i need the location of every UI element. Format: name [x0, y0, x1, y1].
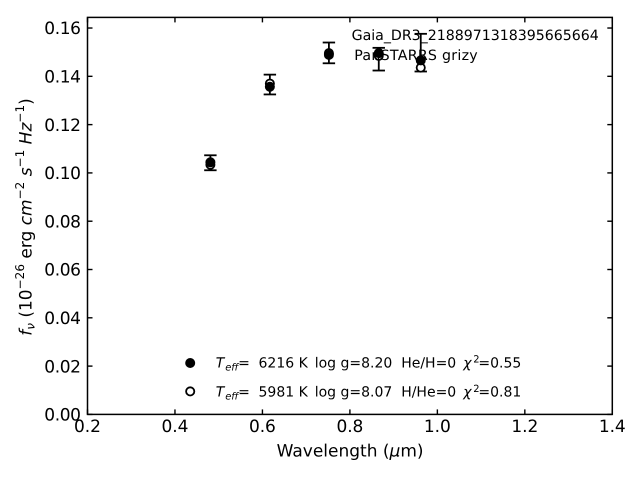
y-tick-label: 0.16	[44, 19, 81, 39]
annotation-source-id: Gaia_DR3_2188971318395665664	[352, 28, 599, 44]
data-point-filled	[205, 157, 216, 168]
data-point-filled	[373, 48, 384, 59]
y-tick-label: 0.12	[44, 116, 81, 136]
annotation-texts: Gaia_DR3_2188971318395665664 PanSTARRS g…	[352, 28, 599, 64]
data-point-filled	[264, 81, 275, 92]
y-tick-label: 0.10	[44, 164, 81, 184]
y-tick-label: 0.04	[44, 309, 81, 329]
x-axis-label: Wavelength (μm)	[277, 442, 424, 462]
x-tick-label: 1.2	[511, 417, 538, 437]
y-tick-label: 0.02	[44, 357, 81, 377]
marker-series-model-h	[205, 48, 426, 170]
data-point-filled	[323, 49, 334, 60]
x-tick-label: 1.0	[424, 417, 451, 437]
x-tick-label: 0.2	[74, 417, 101, 437]
annotation-survey: PanSTARRS grizy	[354, 48, 478, 64]
data-point-filled	[415, 55, 426, 66]
legend-marker-open	[185, 386, 196, 397]
axis-labels: Wavelength (μm) fν (10−26 erg cm−2 s−1 Hz…	[13, 98, 423, 461]
legend-marker-filled	[185, 358, 196, 368]
x-tick-label: 0.4	[162, 417, 189, 437]
marker-series-model-he	[205, 48, 426, 168]
x-tick-label: 0.8	[336, 417, 363, 437]
y-tick-label: 0.00	[44, 406, 81, 426]
x-tick-label: 1.4	[599, 417, 626, 437]
y-axis-label: fν (10−26 erg cm−2 s−1 Hz−1)	[13, 98, 38, 336]
y-tick-label: 0.14	[44, 68, 81, 88]
axes-spines	[86, 16, 614, 416]
x-tick-label: 0.6	[249, 417, 276, 437]
axes-frame	[86, 16, 614, 416]
axis-tick-labels: 0.2 0.4 0.6 0.8 1.0 1.2 1.4 0.00 0.02 0.04 0.06 0.0…	[44, 19, 625, 437]
y-tick-label: 0.06	[44, 261, 81, 281]
y-tick-label: 0.08	[44, 212, 81, 232]
